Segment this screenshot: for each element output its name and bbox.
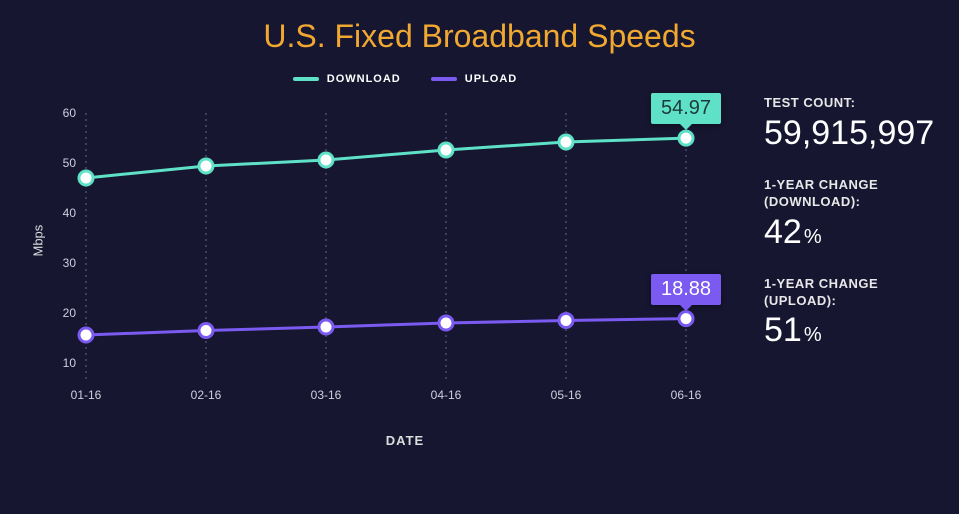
y-tick-label: 40 xyxy=(63,206,77,220)
stat-block-upload-change: 1-YEAR CHANGE(UPLOAD): 51% xyxy=(764,276,934,351)
y-tick-label: 30 xyxy=(63,256,77,270)
value-callout: 54.97 xyxy=(651,93,721,124)
legend-label-download: DOWNLOAD xyxy=(327,73,401,85)
stat-value: 42% xyxy=(764,213,934,252)
legend-swatch-upload xyxy=(431,77,457,81)
value-callout: 18.88 xyxy=(651,274,721,305)
data-point xyxy=(439,143,453,157)
legend-item-download: DOWNLOAD xyxy=(293,73,401,85)
x-tick-label: 04-16 xyxy=(431,388,462,402)
stat-label: 1-YEAR CHANGE(DOWNLOAD): xyxy=(764,177,934,211)
data-point xyxy=(679,131,693,145)
data-point xyxy=(79,171,93,185)
y-tick-label: 20 xyxy=(63,306,77,320)
data-point xyxy=(439,316,453,330)
y-tick-label: 60 xyxy=(63,106,77,120)
data-point xyxy=(199,324,213,338)
stat-block-test-count: TEST COUNT: 59,915,997 xyxy=(764,95,934,153)
data-point xyxy=(319,153,333,167)
legend-swatch-download xyxy=(293,77,319,81)
x-tick-label: 05-16 xyxy=(551,388,582,402)
y-tick-label: 50 xyxy=(63,156,77,170)
stat-block-download-change: 1-YEAR CHANGE(DOWNLOAD): 42% xyxy=(764,177,934,252)
x-axis-label: DATE xyxy=(80,433,730,448)
stats-sidebar: TEST COUNT: 59,915,997 1-YEAR CHANGE(DOW… xyxy=(730,55,934,448)
legend-label-upload: UPLOAD xyxy=(465,73,517,85)
y-axis-label: Mbps xyxy=(31,240,46,256)
x-tick-label: 03-16 xyxy=(311,388,342,402)
data-point xyxy=(559,135,573,149)
x-tick-label: 01-16 xyxy=(71,388,102,402)
data-point xyxy=(79,328,93,342)
data-point xyxy=(319,320,333,334)
x-tick-label: 02-16 xyxy=(191,388,222,402)
y-tick-label: 10 xyxy=(63,356,77,370)
chart-area: DOWNLOAD UPLOAD Mbps 01-16 02-16 03-16 04-1… xyxy=(30,55,730,448)
legend-item-upload: UPLOAD xyxy=(431,73,517,85)
series-line xyxy=(86,319,686,335)
data-point xyxy=(559,314,573,328)
x-tick-label: 06-16 xyxy=(671,388,702,402)
stat-value: 51% xyxy=(764,311,934,350)
stat-label: 1-YEAR CHANGE(UPLOAD): xyxy=(764,276,934,310)
data-point xyxy=(199,159,213,173)
series-line xyxy=(86,138,686,178)
data-point xyxy=(679,312,693,326)
legend: DOWNLOAD UPLOAD xyxy=(80,73,730,85)
plot: 01-16 02-16 03-16 04-16 05-16 06-16 10 20 30 40 50… xyxy=(46,93,706,403)
stat-label: TEST COUNT: xyxy=(764,95,934,112)
plot-wrapper: Mbps 01-16 02-16 03-16 04-16 05-16 06-16 10 20 3… xyxy=(30,93,730,403)
main-container: DOWNLOAD UPLOAD Mbps 01-16 02-16 03-16 04-1… xyxy=(0,55,959,448)
chart-title: U.S. Fixed Broadband Speeds xyxy=(0,0,959,55)
stat-value: 59,915,997 xyxy=(764,114,934,153)
chart-svg: 01-16 02-16 03-16 04-16 05-16 06-16 10 20 30 40 50… xyxy=(46,93,706,403)
